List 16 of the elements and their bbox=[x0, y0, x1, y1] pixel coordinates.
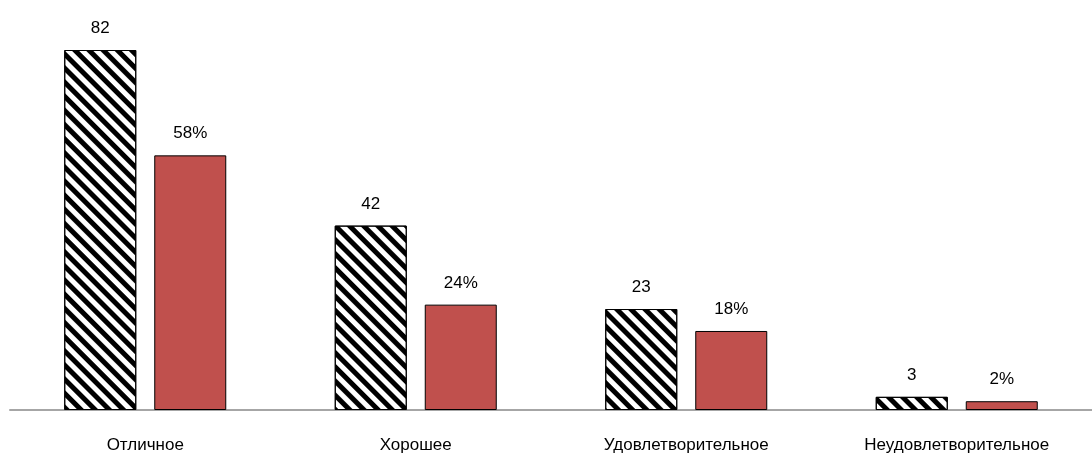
data-label: 18% bbox=[714, 298, 749, 318]
x-tick-label: Отличное bbox=[106, 435, 184, 454]
x-tick-label: Хорошее bbox=[379, 435, 452, 454]
data-label: 23 bbox=[631, 277, 651, 297]
data-label: 58% bbox=[173, 123, 208, 143]
data-label: 2% bbox=[989, 369, 1015, 389]
data-label: 24% bbox=[443, 272, 478, 292]
data-label: 82 bbox=[90, 18, 110, 37]
data-label: 42 bbox=[361, 193, 381, 213]
bar bbox=[424, 304, 497, 410]
bar bbox=[965, 401, 1038, 410]
x-tick-label: Неудовлетворительное bbox=[864, 435, 1050, 454]
bar bbox=[154, 155, 227, 410]
data-label: 3 bbox=[907, 364, 917, 384]
bar bbox=[695, 330, 768, 410]
x-tick-label: Удовлетворительное bbox=[603, 435, 769, 454]
